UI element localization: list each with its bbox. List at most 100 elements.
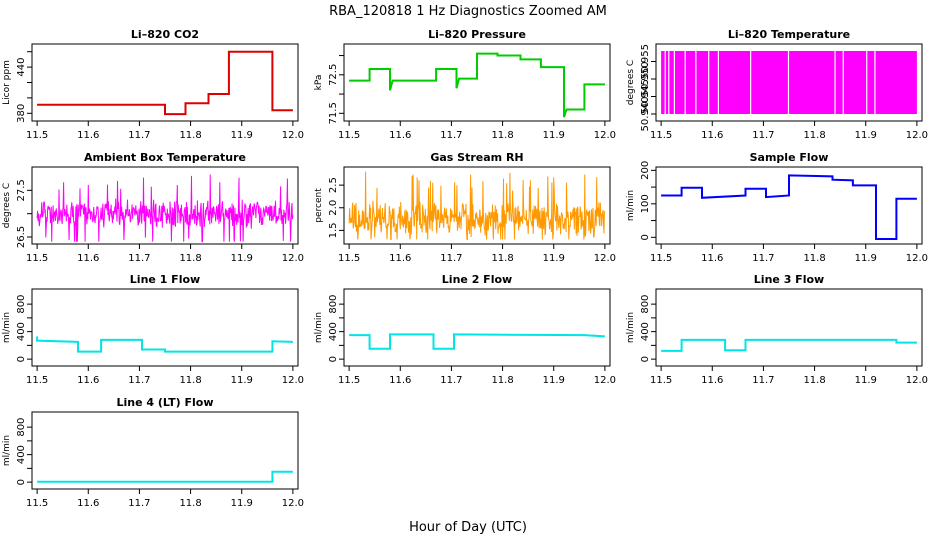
y-axis-label: kPa: [314, 75, 324, 91]
y-tick-label: 27.5: [16, 179, 27, 201]
y-tick-label: 200: [640, 161, 651, 180]
y-axis-label: degrees C: [626, 60, 636, 105]
x-tick-label: 11.6: [701, 130, 723, 141]
x-tick-label: 11.7: [440, 253, 462, 264]
y-tick-label: 0: [640, 234, 651, 240]
y-axis-label: Licor ppm: [2, 60, 12, 105]
plot-frame: [343, 288, 611, 367]
x-tick-label: 11.7: [128, 498, 150, 509]
panel-title: Gas Stream RH: [430, 151, 523, 164]
chart-panel: Line 4 (LT) Flow ml/min 11.5 11.6 11.7 11.8 11…: [2, 396, 304, 509]
y-tick-label: 0: [16, 479, 27, 485]
x-tick-label: 11.9: [543, 253, 565, 264]
y-tick-label: 71.5: [328, 102, 339, 124]
x-tick-label: 11.7: [752, 375, 774, 386]
y-tick-label: 800: [328, 295, 339, 314]
x-tick-label: 11.9: [231, 498, 253, 509]
x-tick-label: 11.6: [389, 375, 411, 386]
figure-xlabel: Hour of Day (UTC): [409, 520, 527, 535]
x-tick-label: 11.6: [389, 130, 411, 141]
x-tick-label: 11.6: [701, 253, 723, 264]
x-tick-label: 11.5: [650, 375, 672, 386]
x-tick-label: 11.7: [752, 130, 774, 141]
panel-title: Line 2 Flow: [442, 273, 512, 286]
series-line: [349, 333, 605, 350]
plot-area: [37, 50, 293, 116]
y-tick-label: 50.940: [640, 97, 651, 132]
plot-frame: [31, 288, 299, 367]
x-tick-label: 11.7: [440, 375, 462, 386]
y-tick-label: 50.955: [640, 44, 651, 79]
plot-area: [349, 333, 605, 350]
plot-area: [349, 52, 605, 118]
x-tick-label: 11.6: [389, 253, 411, 264]
x-tick-label: 11.5: [26, 375, 48, 386]
plot-frame: [31, 166, 299, 245]
y-tick-label: 800: [640, 295, 651, 314]
x-tick-label: 11.8: [491, 375, 513, 386]
x-tick-label: 11.5: [338, 130, 360, 141]
y-tick-label: 380: [16, 104, 27, 123]
x-tick-label: 11.8: [803, 253, 825, 264]
y-tick-label: 800: [16, 418, 27, 437]
y-axis-label: ml/min: [2, 435, 12, 466]
series-noise: [348, 171, 606, 240]
series-line: [349, 52, 605, 118]
y-axis-label: ml/min: [2, 312, 12, 343]
plot-frame: [343, 166, 611, 245]
x-tick-label: 11.7: [440, 130, 462, 141]
series-noise: [36, 174, 294, 243]
x-tick-label: 11.5: [26, 253, 48, 264]
chart-panel: Sample Flow ml/min 11.5 11.6 11.7 11.8 11.9 12.…: [626, 151, 928, 264]
x-tick-label: 11.8: [491, 253, 513, 264]
x-tick-label: 11.9: [543, 375, 565, 386]
plot-area: [661, 338, 917, 352]
panel-title: Ambient Box Temperature: [84, 151, 246, 164]
y-axis-label: percent: [314, 188, 324, 223]
x-tick-label: 11.6: [701, 375, 723, 386]
x-tick-label: 11.9: [855, 253, 877, 264]
x-tick-label: 11.6: [77, 130, 99, 141]
x-tick-label: 11.8: [179, 498, 201, 509]
plot-area: [36, 336, 293, 353]
panel-title: Li–820 Temperature: [728, 28, 850, 41]
x-tick-label: 12.0: [906, 130, 928, 141]
x-tick-label: 11.5: [338, 375, 360, 386]
y-tick-label: 26.5: [16, 226, 27, 248]
x-tick-label: 11.5: [650, 130, 672, 141]
y-tick-label: 72.5: [328, 64, 339, 86]
x-tick-label: 11.8: [179, 130, 201, 141]
series-line: [37, 470, 293, 483]
y-axis-label: ml/min: [626, 190, 636, 221]
x-tick-label: 11.9: [231, 375, 253, 386]
y-tick-label: 400: [328, 322, 339, 341]
x-tick-label: 11.8: [803, 130, 825, 141]
plot-frame: [655, 43, 923, 122]
panel-title: Sample Flow: [750, 151, 829, 164]
y-tick-label: 400: [640, 322, 651, 341]
x-tick-label: 12.0: [594, 130, 616, 141]
panel-title: Li–820 CO2: [131, 28, 199, 41]
x-tick-label: 11.9: [855, 130, 877, 141]
x-tick-label: 11.5: [26, 498, 48, 509]
x-tick-label: 11.5: [650, 253, 672, 264]
y-tick-label: 400: [16, 445, 27, 464]
chart-panel: Li–820 CO2 Licor ppm 11.5 11.6 11.7 11.8 11.9 1…: [2, 28, 304, 141]
y-tick-label: 0: [16, 356, 27, 362]
x-tick-label: 11.8: [179, 375, 201, 386]
x-tick-label: 11.6: [77, 253, 99, 264]
x-tick-label: 11.5: [26, 130, 48, 141]
x-tick-label: 11.5: [338, 253, 360, 264]
chart-panel: Ambient Box Temperature degrees C 11.5 11.6…: [2, 151, 304, 264]
y-axis-label: degrees C: [2, 183, 12, 228]
y-tick-label: 100: [640, 194, 651, 213]
plot-frame: [343, 43, 611, 122]
plot-frame: [655, 288, 923, 367]
x-tick-label: 12.0: [906, 253, 928, 264]
plot-frame: [31, 411, 299, 490]
chart-panel: Li–820 Pressure kPa 11.5 11.6 11.7 11.8 11.9 12…: [314, 28, 616, 141]
series-line: [661, 338, 917, 352]
x-tick-label: 11.7: [128, 253, 150, 264]
y-axis-label: ml/min: [626, 312, 636, 343]
plot-frame: [31, 43, 299, 122]
